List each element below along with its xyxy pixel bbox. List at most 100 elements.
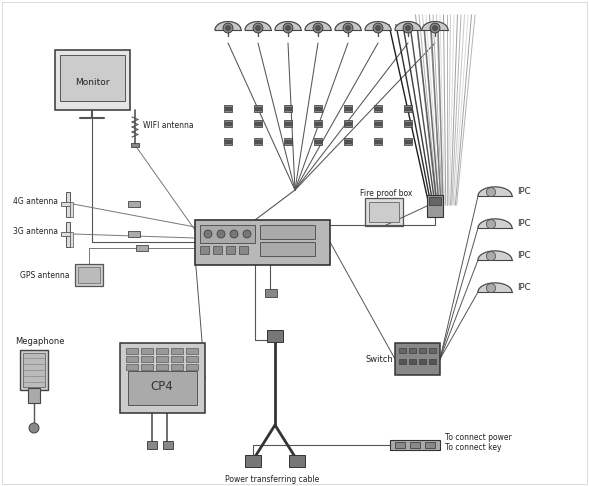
Bar bbox=[285, 140, 291, 143]
Bar bbox=[409, 348, 416, 353]
Bar bbox=[285, 122, 291, 125]
Circle shape bbox=[373, 23, 383, 33]
Bar bbox=[344, 138, 352, 145]
Circle shape bbox=[253, 23, 263, 33]
Polygon shape bbox=[305, 21, 331, 30]
Bar bbox=[186, 364, 198, 370]
Bar bbox=[374, 105, 382, 112]
Text: To connect power: To connect power bbox=[445, 433, 512, 441]
Bar bbox=[141, 356, 153, 362]
Bar bbox=[314, 105, 322, 112]
Bar bbox=[284, 105, 292, 112]
Bar bbox=[260, 242, 315, 256]
Bar bbox=[405, 122, 411, 125]
Bar bbox=[70, 232, 73, 247]
Bar bbox=[224, 105, 232, 112]
Circle shape bbox=[286, 26, 290, 31]
Bar bbox=[375, 122, 381, 125]
Bar bbox=[213, 246, 222, 254]
Bar bbox=[374, 138, 382, 145]
Bar bbox=[171, 364, 183, 370]
Bar bbox=[429, 197, 441, 205]
Bar bbox=[136, 245, 148, 251]
Bar bbox=[254, 105, 262, 112]
Bar bbox=[141, 348, 153, 354]
Bar bbox=[255, 122, 261, 125]
Circle shape bbox=[223, 23, 233, 33]
Bar bbox=[255, 140, 261, 143]
Bar bbox=[171, 356, 183, 362]
Circle shape bbox=[256, 26, 260, 31]
Circle shape bbox=[487, 283, 495, 293]
Bar bbox=[374, 120, 382, 127]
Bar bbox=[186, 348, 198, 354]
Circle shape bbox=[406, 26, 411, 31]
Bar bbox=[20, 350, 48, 390]
Text: CP4: CP4 bbox=[151, 380, 173, 393]
Polygon shape bbox=[478, 283, 512, 292]
Bar bbox=[399, 359, 406, 364]
Bar bbox=[315, 107, 321, 110]
Bar bbox=[156, 356, 168, 362]
Bar bbox=[289, 455, 305, 467]
Text: IPC: IPC bbox=[517, 283, 531, 293]
Bar bbox=[345, 122, 351, 125]
Circle shape bbox=[226, 26, 230, 31]
Text: Switch: Switch bbox=[365, 354, 393, 364]
Bar bbox=[163, 441, 173, 449]
Circle shape bbox=[346, 26, 350, 31]
Bar bbox=[395, 442, 405, 448]
Bar bbox=[186, 356, 198, 362]
Circle shape bbox=[204, 230, 212, 238]
Bar bbox=[260, 225, 315, 239]
Bar bbox=[405, 107, 411, 110]
Bar bbox=[61, 202, 71, 206]
Bar bbox=[427, 195, 443, 217]
Bar bbox=[404, 120, 412, 127]
Bar bbox=[128, 371, 197, 405]
Text: Fire proof box: Fire proof box bbox=[360, 189, 412, 197]
Bar bbox=[128, 231, 140, 237]
Bar bbox=[225, 107, 231, 110]
Polygon shape bbox=[275, 21, 301, 30]
Bar bbox=[315, 140, 321, 143]
Circle shape bbox=[487, 188, 495, 197]
Bar bbox=[55, 50, 130, 110]
Bar bbox=[314, 138, 322, 145]
Bar bbox=[171, 348, 183, 354]
Circle shape bbox=[217, 230, 225, 238]
Circle shape bbox=[243, 230, 251, 238]
Text: IPC: IPC bbox=[517, 188, 531, 196]
Polygon shape bbox=[395, 21, 421, 30]
Polygon shape bbox=[478, 187, 512, 196]
Bar bbox=[141, 364, 153, 370]
Bar bbox=[126, 356, 138, 362]
Bar bbox=[200, 246, 209, 254]
Polygon shape bbox=[478, 219, 512, 228]
Circle shape bbox=[343, 23, 353, 33]
Bar bbox=[429, 348, 436, 353]
Circle shape bbox=[230, 230, 238, 238]
Bar bbox=[344, 105, 352, 112]
Bar bbox=[225, 122, 231, 125]
Polygon shape bbox=[478, 251, 512, 260]
Circle shape bbox=[29, 423, 39, 433]
Bar bbox=[390, 440, 440, 450]
Text: To connect key: To connect key bbox=[445, 444, 501, 452]
Bar bbox=[419, 359, 426, 364]
Bar bbox=[128, 201, 140, 207]
Circle shape bbox=[487, 220, 495, 228]
Bar bbox=[195, 220, 330, 265]
Bar bbox=[409, 359, 416, 364]
Text: 4G antenna: 4G antenna bbox=[13, 197, 58, 207]
Bar bbox=[315, 122, 321, 125]
Bar bbox=[78, 267, 100, 283]
Polygon shape bbox=[335, 21, 361, 30]
Bar bbox=[345, 107, 351, 110]
Bar bbox=[429, 359, 436, 364]
Bar bbox=[405, 140, 411, 143]
Text: GPS antenna: GPS antenna bbox=[20, 271, 70, 279]
Bar bbox=[28, 388, 40, 403]
Bar bbox=[399, 348, 406, 353]
Bar bbox=[365, 198, 403, 226]
